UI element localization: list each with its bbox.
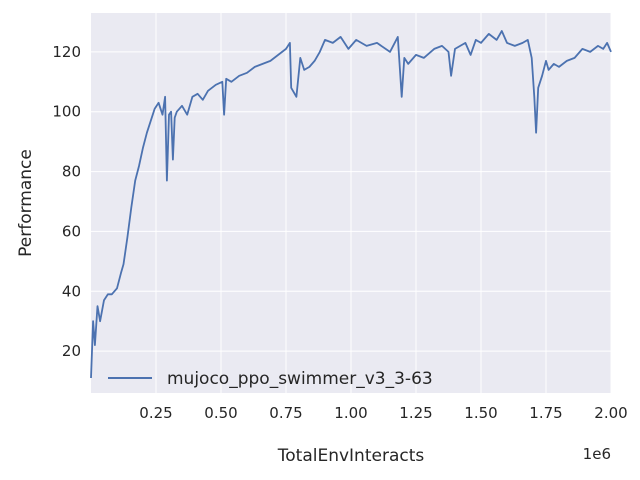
series-layer — [90, 30, 612, 379]
x-tick-label: 2.00 — [594, 404, 627, 422]
y-tick-label: 40 — [62, 282, 81, 300]
y-tick-label: 80 — [62, 163, 81, 181]
x-tick-label: 0.50 — [204, 404, 237, 422]
x-tick-label: 1.50 — [464, 404, 497, 422]
x-tick-label: 0.75 — [269, 404, 302, 422]
grid-lines — [91, 13, 612, 393]
y-tick-label: 120 — [52, 43, 81, 61]
y-tick-label: 100 — [52, 103, 81, 121]
y-tick-label: 60 — [62, 222, 81, 240]
x-tick-label: 1.00 — [334, 404, 367, 422]
x-axis-offset-label: 1e6 — [583, 445, 611, 463]
x-tick-label: 1.25 — [399, 404, 432, 422]
x-tick-labels: 0.25 0.50 0.75 1.00 1.25 1.50 1.75 2.00 — [139, 404, 627, 422]
legend: mujoco_ppo_swimmer_v3_3-63 — [108, 369, 433, 389]
x-axis-label: TotalEnvInteracts — [277, 446, 425, 466]
y-axis-label: Performance — [16, 149, 36, 257]
y-tick-labels: 20 40 60 80 100 120 — [52, 43, 81, 360]
x-tick-label: 1.75 — [529, 404, 562, 422]
series-line — [90, 30, 612, 379]
y-tick-label: 20 — [62, 342, 81, 360]
x-tick-label: 0.25 — [139, 404, 172, 422]
legend-label: mujoco_ppo_swimmer_v3_3-63 — [167, 369, 433, 389]
